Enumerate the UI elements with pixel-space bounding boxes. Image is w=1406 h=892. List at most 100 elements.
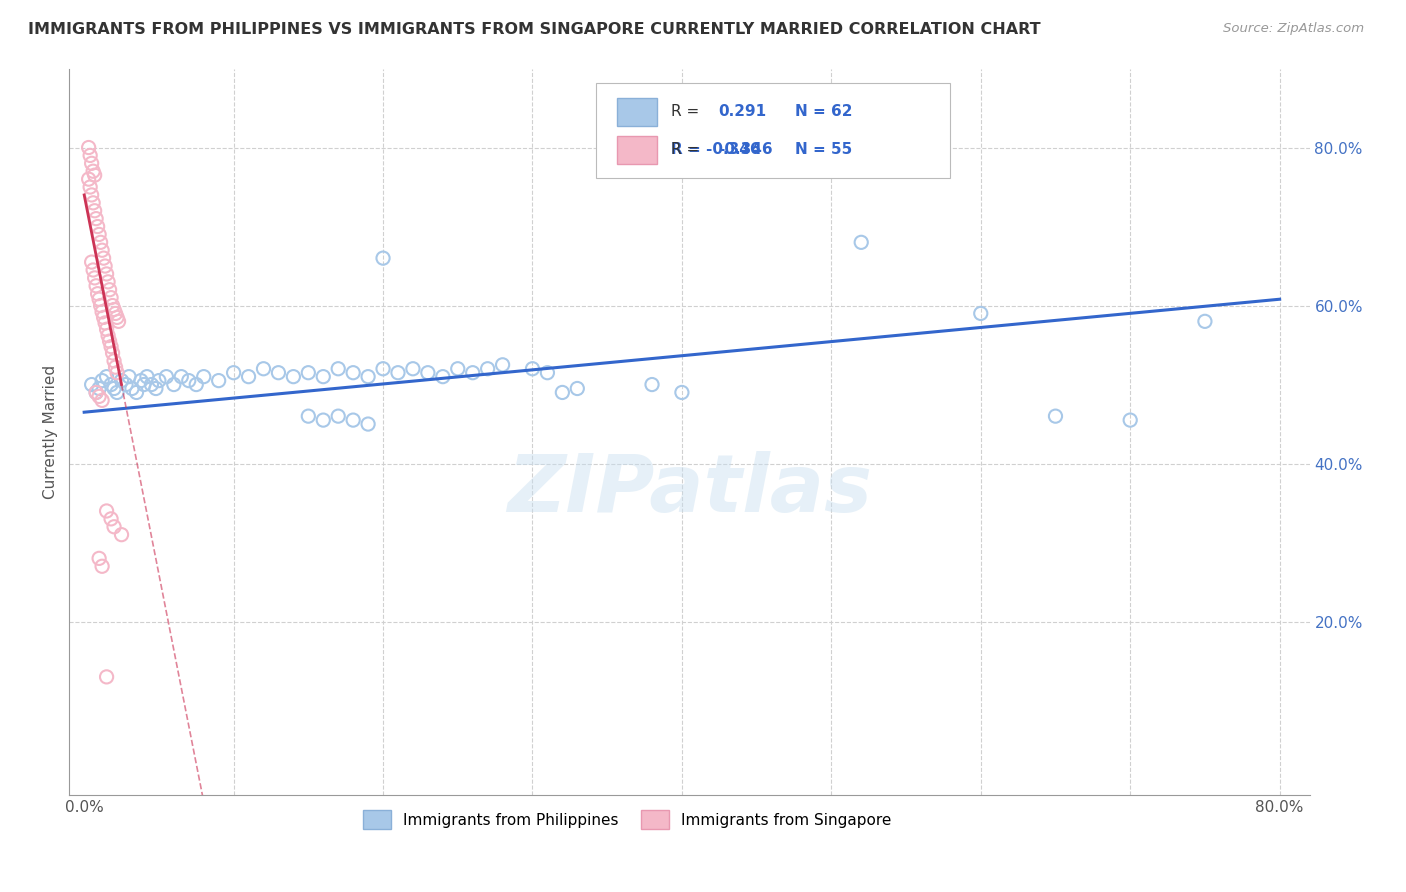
- Point: [328, 409, 350, 424]
- Point: [118, 369, 141, 384]
- Text: R =: R =: [671, 103, 699, 119]
- Text: N = 55: N = 55: [794, 143, 852, 157]
- Point: [90, 235, 112, 250]
- Text: -0.346: -0.346: [718, 143, 772, 157]
- Point: [82, 263, 104, 277]
- FancyBboxPatch shape: [596, 83, 950, 178]
- Point: [491, 358, 513, 372]
- Point: [87, 551, 110, 566]
- Point: [97, 275, 120, 289]
- Point: [136, 369, 159, 384]
- Text: IMMIGRANTS FROM PHILIPPINES VS IMMIGRANTS FROM SINGAPORE CURRENTLY MARRIED CORRE: IMMIGRANTS FROM PHILIPPINES VS IMMIGRANT…: [28, 22, 1040, 37]
- Point: [80, 377, 103, 392]
- Bar: [617, 98, 657, 126]
- Point: [90, 299, 112, 313]
- Point: [100, 377, 122, 392]
- Point: [91, 374, 114, 388]
- Text: R =: R =: [671, 143, 699, 157]
- Point: [104, 360, 127, 375]
- Point: [851, 235, 873, 250]
- Point: [105, 310, 128, 325]
- Point: [80, 156, 103, 170]
- Point: [447, 361, 470, 376]
- Point: [82, 195, 104, 210]
- Text: 0.291: 0.291: [718, 103, 766, 119]
- Point: [98, 283, 121, 297]
- Point: [103, 520, 125, 534]
- Point: [91, 559, 114, 574]
- Point: [477, 361, 499, 376]
- Point: [87, 382, 110, 396]
- Point: [110, 527, 132, 541]
- Point: [193, 369, 215, 384]
- Point: [93, 251, 115, 265]
- Point: [342, 366, 364, 380]
- Point: [1119, 413, 1142, 427]
- Point: [105, 366, 128, 380]
- Point: [155, 369, 177, 384]
- Point: [222, 366, 245, 380]
- Point: [641, 377, 664, 392]
- Point: [432, 369, 454, 384]
- Point: [96, 670, 118, 684]
- Point: [91, 244, 114, 258]
- Text: Source: ZipAtlas.com: Source: ZipAtlas.com: [1223, 22, 1364, 36]
- Point: [297, 409, 319, 424]
- Point: [87, 389, 110, 403]
- Point: [80, 188, 103, 202]
- Point: [91, 393, 114, 408]
- Point: [208, 374, 231, 388]
- Point: [83, 271, 105, 285]
- Point: [77, 140, 100, 154]
- Point: [115, 377, 138, 392]
- Point: [163, 377, 186, 392]
- Point: [84, 278, 107, 293]
- Point: [101, 346, 124, 360]
- Point: [416, 366, 439, 380]
- Point: [96, 369, 118, 384]
- Point: [80, 255, 103, 269]
- Point: [107, 314, 129, 328]
- Point: [100, 340, 122, 354]
- Point: [328, 361, 350, 376]
- Text: N = 62: N = 62: [794, 103, 852, 119]
- Point: [1194, 314, 1216, 328]
- Point: [970, 306, 993, 320]
- Point: [371, 251, 394, 265]
- Point: [84, 385, 107, 400]
- Point: [357, 417, 380, 431]
- Point: [103, 354, 125, 368]
- Point: [238, 369, 260, 384]
- Point: [170, 369, 193, 384]
- Point: [86, 219, 108, 234]
- Point: [148, 374, 170, 388]
- Point: [177, 374, 200, 388]
- Point: [461, 366, 484, 380]
- Point: [93, 310, 115, 325]
- Y-axis label: Currently Married: Currently Married: [44, 365, 58, 499]
- Point: [97, 328, 120, 343]
- Point: [129, 374, 152, 388]
- Point: [103, 302, 125, 317]
- Point: [103, 382, 125, 396]
- Point: [252, 361, 274, 376]
- Point: [141, 377, 163, 392]
- Legend: Immigrants from Philippines, Immigrants from Singapore: Immigrants from Philippines, Immigrants …: [357, 805, 897, 835]
- Point: [104, 306, 127, 320]
- Point: [312, 413, 335, 427]
- Point: [100, 512, 122, 526]
- Point: [84, 385, 107, 400]
- Point: [342, 413, 364, 427]
- Point: [283, 369, 305, 384]
- Point: [100, 291, 122, 305]
- Point: [312, 369, 335, 384]
- Point: [402, 361, 425, 376]
- Point: [671, 385, 693, 400]
- Bar: [617, 136, 657, 164]
- Point: [105, 385, 128, 400]
- Point: [110, 374, 132, 388]
- Point: [83, 203, 105, 218]
- Point: [83, 168, 105, 182]
- Point: [77, 172, 100, 186]
- Point: [267, 366, 290, 380]
